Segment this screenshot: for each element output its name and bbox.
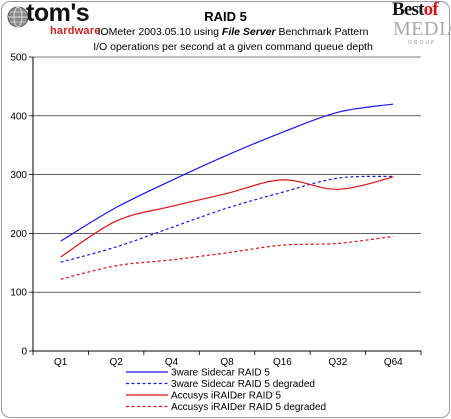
toms-logo-text: tom's xyxy=(26,0,90,27)
y-tick-label-0: 0 xyxy=(21,347,27,358)
x-tick-label-q2: Q2 xyxy=(109,357,123,368)
best-of-text: Bestof xyxy=(392,0,439,21)
chart-title: RAID 5 xyxy=(204,9,247,24)
legend-label-2: 3ware Sidecar RAID 5 degraded xyxy=(171,379,315,390)
chart-subtitle: IOMeter 2003.05.10 using File Server Ben… xyxy=(0,26,451,38)
media-text: MEDIA xyxy=(393,18,451,40)
series-lines xyxy=(60,103,394,280)
series-line-4 xyxy=(60,235,394,280)
toms-hardware-logo: tom's hardware xyxy=(6,0,116,39)
best-text: Best xyxy=(392,0,424,20)
best-of-media-logo: Bestof MEDIA GROUP xyxy=(392,0,451,51)
legend-label-3: Accusys iRAIDer RAID 5 xyxy=(171,391,281,402)
hardware-logo-text: hardware xyxy=(50,25,101,37)
x-tick-label-q8: Q8 xyxy=(220,357,234,368)
x-tick-label-q16: Q16 xyxy=(273,357,292,368)
globe-icon xyxy=(7,6,29,28)
series-line-1 xyxy=(60,103,394,242)
x-tick-label-q64: Q64 xyxy=(384,357,403,368)
series-line-2 xyxy=(60,175,394,263)
chart-subtitle-2: I/O operations per second at a given com… xyxy=(93,41,373,53)
legend-label-4: Accusys iRAIDer RAID 5 degraded xyxy=(171,402,326,413)
y-tick-label-2: 200 xyxy=(10,229,27,240)
subtitle-suffix: Benchmark Pattern xyxy=(275,26,369,38)
legend-label-1: 3ware Sidecar RAID 5 xyxy=(171,368,270,379)
y-tick-label-4: 400 xyxy=(10,111,27,122)
x-tick-label-q32: Q32 xyxy=(328,357,347,368)
series-line-3 xyxy=(60,176,394,258)
subtitle-prefix: IOMeter 2003.05.10 using xyxy=(97,26,222,38)
y-tick-label-5: 500 xyxy=(10,53,27,64)
axes: 0 100 200 300 400 500 Q1 Q2 Q4 Q8 Q16 Q32 Q64 xyxy=(10,53,422,368)
group-text: GROUP xyxy=(408,40,437,46)
subtitle-pattern-name: File Server xyxy=(221,26,276,38)
y-tick-label-1: 100 xyxy=(10,288,27,299)
gridlines xyxy=(33,56,421,293)
of-text: of xyxy=(423,0,439,20)
y-tick-label-3: 300 xyxy=(10,170,27,181)
x-tick-label-q1: Q1 xyxy=(54,357,68,368)
x-tick-label-q4: Q4 xyxy=(165,357,179,368)
